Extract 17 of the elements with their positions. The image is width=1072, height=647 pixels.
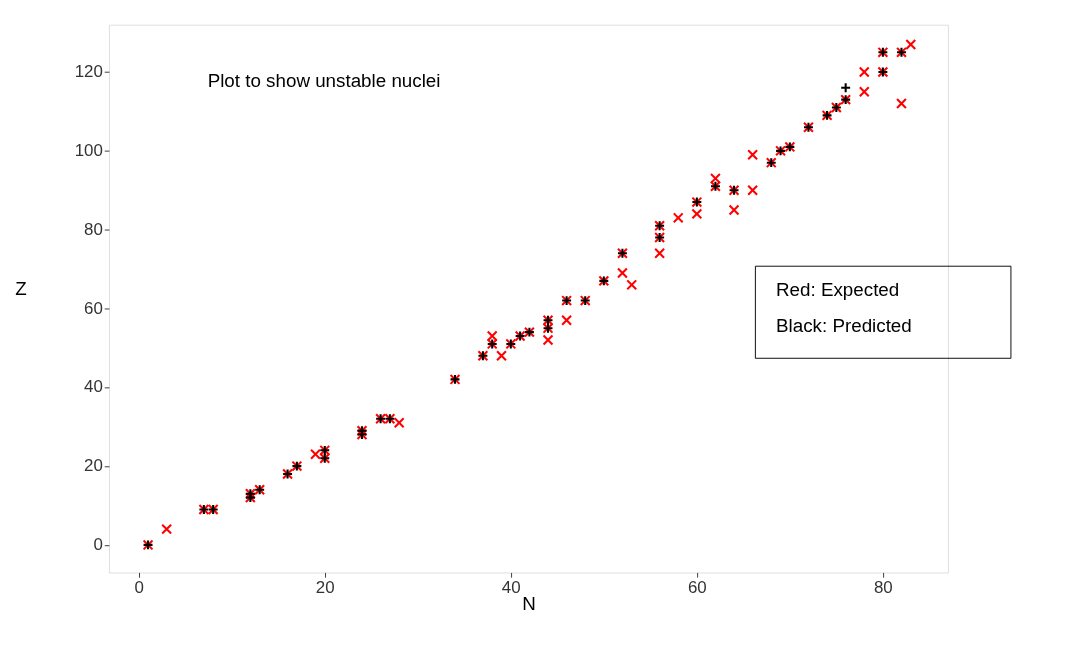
- x-tick-label: 20: [315, 577, 335, 597]
- text: Plot to show unstable nuclei: [207, 69, 441, 91]
- annotation: Red: Expected: [776, 279, 900, 301]
- y-axis-title: Z: [15, 278, 27, 300]
- y-tick-label: 0: [93, 535, 103, 555]
- x-tick-label: 60: [687, 577, 707, 597]
- y-tick-label: 40: [84, 377, 103, 397]
- y-tick-label: 80: [84, 219, 103, 239]
- y-tick-label: 100: [74, 141, 103, 161]
- x-tick-label: 0: [134, 577, 144, 597]
- annotation: Black: Predicted: [776, 314, 912, 336]
- x-tick-label: 80: [873, 577, 893, 597]
- y-tick-label: 60: [84, 298, 103, 318]
- x-axis-title: N: [522, 592, 536, 614]
- y-tick-label: 120: [74, 62, 103, 82]
- y-tick-label: 20: [84, 456, 103, 476]
- x-tick-label: 40: [501, 577, 521, 597]
